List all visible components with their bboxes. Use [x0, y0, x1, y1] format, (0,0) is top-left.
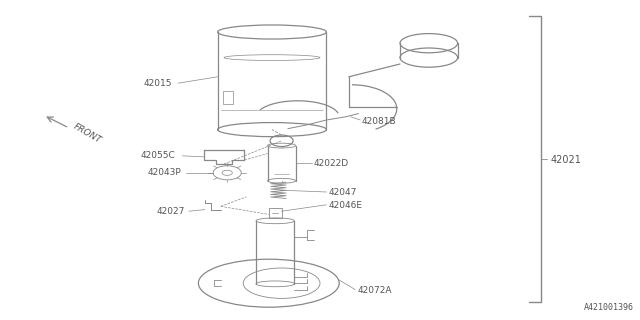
Text: 42021: 42021 [550, 155, 581, 165]
Text: 42022D: 42022D [314, 159, 349, 168]
Text: A421001396: A421001396 [584, 303, 634, 312]
Text: FRONT: FRONT [72, 122, 103, 145]
Bar [223, 91, 233, 104]
Bar [269, 208, 282, 218]
Text: 42047: 42047 [328, 188, 356, 197]
Text: 42046E: 42046E [328, 201, 362, 210]
Text: 42081B: 42081B [362, 117, 396, 126]
Text: 42055C: 42055C [141, 151, 175, 160]
Text: 42072A: 42072A [357, 286, 392, 295]
Text: 42043P: 42043P [147, 168, 181, 177]
Text: 42027: 42027 [157, 207, 185, 216]
Text: 42015: 42015 [144, 79, 173, 88]
